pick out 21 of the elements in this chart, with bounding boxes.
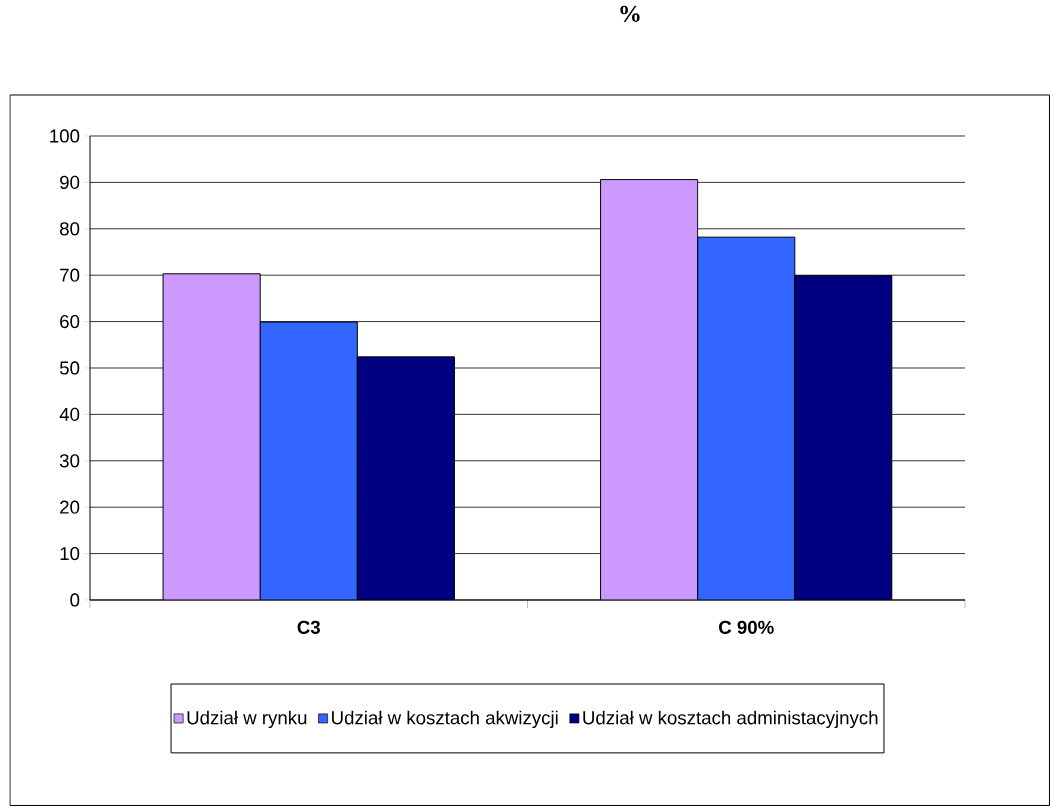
x-tick-label: C3 [297,620,320,634]
y-tick-label: 30 [59,454,80,468]
y-tick-label: 90 [60,175,80,189]
bar [162,273,261,600]
bar [697,236,796,600]
y-tick-label: 40 [59,407,80,421]
y-tick-label: 100 [50,129,80,143]
bar [259,321,358,600]
y-tick-label: 10 [60,546,80,561]
y-tick-label: 0 [70,593,80,607]
legend-label: Udział w rynku [187,710,307,729]
y-tick-label: 50 [59,361,80,375]
bar [600,179,699,600]
legend-label: Udział w kosztach administacyjnych [583,710,878,729]
y-tick-label: 60 [60,314,80,329]
y-tick-label: 70 [60,268,80,282]
y-tick-label: 80 [60,222,80,236]
legend-label: Udział w kosztach akwizycji [332,710,558,729]
chart-title: % [620,5,640,22]
y-tick-label: 20 [60,500,80,514]
x-tick-label: C 90% [719,620,774,634]
